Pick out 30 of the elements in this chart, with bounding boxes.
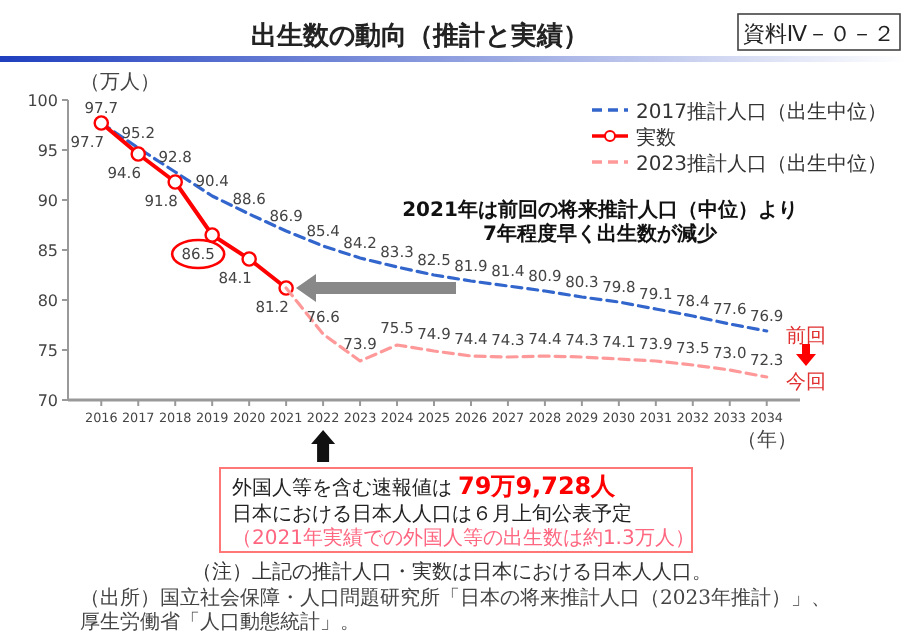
y-tick-label: 85 [37,242,58,260]
text: 外国人等を含む速報値は [232,478,452,500]
y-tick-label: 100 [27,92,58,110]
y-tick-label: 70 [37,392,58,410]
annotation: 前回 [786,324,826,348]
annotation: 今回 [786,370,826,394]
text: 日本における日本人人口は６月上旬公表予定 [232,502,632,526]
legend-label: 実数 [636,126,676,150]
y-tick-label: 90 [37,192,58,210]
text: （注）上記の推計人口・実数は日本における日本人人口。 [192,560,712,584]
point [241,251,257,267]
legend-label: 2017推計人口（出生中位） [636,100,887,124]
point [204,227,220,243]
text: （2021年実績での外国人等の出生数は約1.3万人） [232,526,695,550]
x-axis-title: （年） [736,428,797,452]
point [130,146,147,162]
y-tick-label: 95 [37,142,58,160]
text: （出所）国立社会保障・人口問題研究所「日本の将来推計人口（2023年推計）」、 [80,586,831,610]
legend-label: 2023推計人口（出生中位） [636,152,887,176]
point [93,115,110,131]
chart-title: 出生数の動向（推計と実績） [251,20,589,52]
y-tick-label: 80 [37,292,58,310]
text: 79万9,728人 [458,472,618,500]
annotation: 7年程度早く出生数が減少 [483,222,719,246]
y-axis-title: （万人） [80,72,160,94]
annotation: 2021年は前回の将来推計人口（中位）より [402,198,798,222]
text: 厚生労働省「人口動態統計」。 [80,610,360,634]
text: 資料Ⅳ－０－２ [742,21,896,47]
y-tick-label: 75 [37,342,58,360]
point [167,174,184,190]
